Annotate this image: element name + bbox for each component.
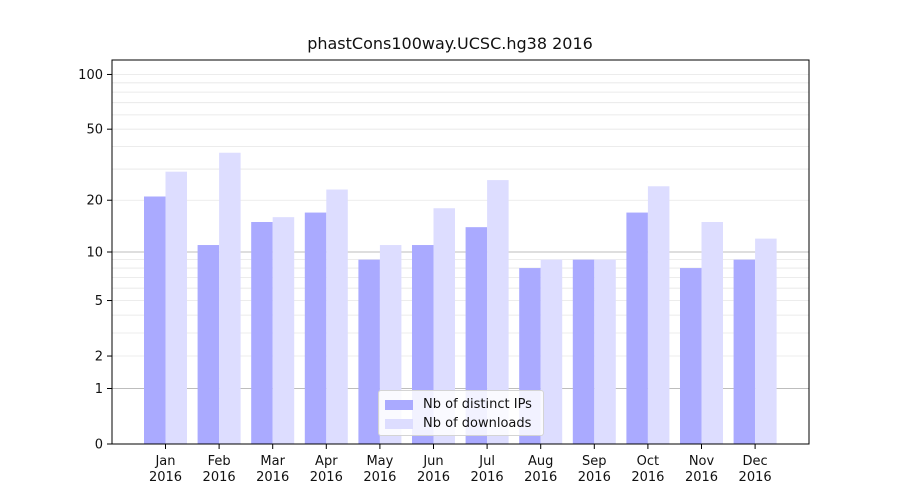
x-tick-label-month: May bbox=[366, 454, 393, 469]
bar-downloads bbox=[433, 208, 455, 444]
bar-downloads bbox=[326, 189, 348, 444]
y-tick-label: 100 bbox=[78, 68, 103, 83]
x-tick-label-year: 2016 bbox=[524, 470, 557, 485]
legend-label-distinct-ips: Nb of distinct IPs bbox=[423, 397, 532, 412]
bar-downloads bbox=[647, 186, 670, 444]
bar-distinct-ips bbox=[733, 259, 756, 444]
bar-downloads bbox=[540, 259, 563, 444]
bar-distinct-ips bbox=[572, 259, 595, 444]
x-tick-label-year: 2016 bbox=[256, 470, 289, 485]
bar-distinct-ips bbox=[465, 227, 488, 444]
y-tick-label: 5 bbox=[95, 294, 103, 309]
x-tick-label-month: Oct bbox=[637, 454, 659, 469]
y-tick-label: 20 bbox=[86, 194, 103, 209]
x-tick-label-month: Nov bbox=[689, 454, 715, 469]
bar-distinct-ips bbox=[626, 212, 648, 444]
legend-swatch-distinct-ips bbox=[385, 399, 413, 410]
y-tick-label: 2 bbox=[95, 350, 103, 365]
bar-downloads bbox=[219, 152, 241, 445]
bar-distinct-ips bbox=[197, 245, 220, 444]
x-tick-label-year: 2016 bbox=[417, 470, 450, 485]
bar-downloads bbox=[165, 171, 187, 444]
x-tick-label-year: 2016 bbox=[631, 470, 664, 485]
y-tick-label: 50 bbox=[86, 123, 103, 138]
y-axis-ticks: 0 1 2 5 10 20 50 100 bbox=[78, 68, 112, 453]
bar-downloads bbox=[272, 217, 295, 444]
y-tick-label: 1 bbox=[95, 382, 103, 397]
plot-frame bbox=[111, 59, 810, 445]
bar-downloads bbox=[701, 221, 723, 444]
x-tick-label-year: 2016 bbox=[203, 470, 236, 485]
bar-distinct-ips bbox=[680, 268, 702, 444]
bar-downloads bbox=[755, 238, 777, 444]
bar-downloads bbox=[487, 180, 509, 444]
legend-label-downloads: Nb of downloads bbox=[423, 416, 532, 431]
x-tick-label-year: 2016 bbox=[363, 470, 396, 485]
x-tick-label-year: 2016 bbox=[310, 470, 343, 485]
x-tick-label-year: 2016 bbox=[149, 470, 182, 485]
legend: Nb of distinct IPs Nb of downloads bbox=[378, 390, 544, 436]
x-tick-label-year: 2016 bbox=[471, 470, 504, 485]
x-tick-label-year: 2016 bbox=[739, 470, 772, 485]
bar-distinct-ips bbox=[358, 259, 380, 444]
bar-distinct-ips bbox=[304, 212, 327, 444]
x-tick-label-month: Jun bbox=[422, 454, 443, 469]
bar-distinct-ips bbox=[144, 196, 166, 444]
legend-item-downloads: Nb of downloads bbox=[385, 414, 537, 433]
x-tick-label-month: Jan bbox=[154, 454, 175, 469]
x-tick-label-year: 2016 bbox=[578, 470, 611, 485]
x-axis-ticks: Jan2016Feb2016Mar2016Apr2016May2016Jun20… bbox=[149, 444, 772, 485]
legend-item-distinct-ips: Nb of distinct IPs bbox=[385, 395, 537, 414]
chart-title: phastCons100way.UCSC.hg38 2016 bbox=[307, 34, 593, 53]
bar-distinct-ips bbox=[251, 221, 273, 444]
x-tick-label-month: Apr bbox=[315, 454, 338, 469]
legend-swatch-downloads bbox=[385, 418, 413, 429]
x-tick-label-month: Dec bbox=[743, 454, 768, 469]
x-tick-label-month: Aug bbox=[528, 454, 553, 469]
x-tick-label-month: Feb bbox=[208, 454, 231, 469]
y-tick-label: 0 bbox=[95, 438, 103, 453]
x-tick-label-month: Mar bbox=[260, 454, 285, 469]
x-tick-label-month: Jul bbox=[478, 454, 495, 469]
y-tick-label: 10 bbox=[86, 246, 103, 261]
x-tick-label-year: 2016 bbox=[685, 470, 718, 485]
x-tick-label-month: Sep bbox=[582, 454, 607, 469]
bar-downloads bbox=[594, 259, 616, 444]
